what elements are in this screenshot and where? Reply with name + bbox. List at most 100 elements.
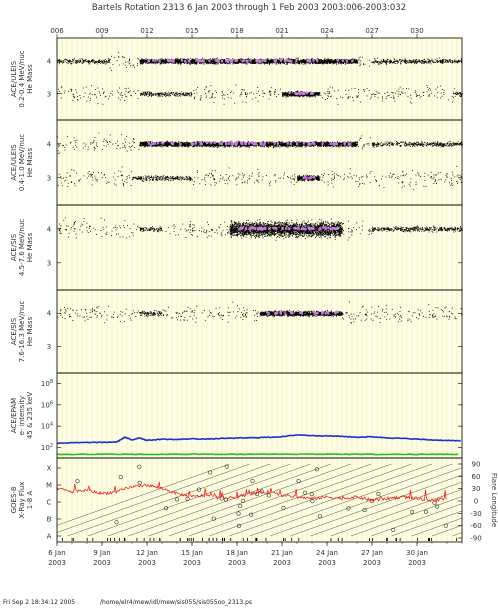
data-point [164, 95, 165, 96]
data-point [354, 61, 355, 62]
data-point [161, 62, 162, 63]
data-point [268, 62, 269, 63]
data-point [129, 60, 130, 61]
data-point [137, 58, 138, 59]
data-point [163, 59, 164, 60]
data-point [134, 67, 135, 68]
data-point [286, 93, 287, 94]
data-point [445, 59, 446, 60]
data-point [309, 94, 310, 95]
data-point [167, 93, 168, 94]
data-point [103, 63, 104, 64]
data-point [287, 62, 288, 63]
data-point [331, 59, 332, 60]
data-point [224, 99, 225, 100]
dense-point [181, 59, 183, 62]
data-point [138, 59, 139, 60]
data-point [395, 61, 396, 62]
data-point [78, 60, 79, 61]
data-point [328, 60, 329, 61]
data-point [187, 59, 188, 60]
data-point [234, 103, 235, 104]
data-point [267, 59, 268, 60]
data-point [242, 94, 243, 95]
data-point [226, 62, 227, 63]
data-point [227, 94, 228, 95]
data-point [104, 60, 105, 61]
data-point [421, 62, 422, 63]
data-point [155, 95, 156, 96]
data-point [78, 62, 79, 63]
data-point [412, 62, 413, 63]
data-point [326, 63, 327, 64]
data-point [75, 89, 76, 90]
data-point [278, 94, 279, 95]
data-point [94, 63, 95, 64]
data-point [133, 65, 134, 66]
data-point [413, 61, 414, 62]
data-point [125, 96, 126, 97]
data-point [63, 62, 64, 63]
data-point [79, 61, 80, 62]
data-point [303, 61, 304, 62]
data-point [220, 63, 221, 64]
dense-point [225, 60, 227, 63]
data-point [381, 63, 382, 64]
data-point [86, 87, 87, 88]
data-point [123, 63, 124, 64]
data-point [285, 92, 286, 93]
data-point [214, 62, 215, 63]
data-point [212, 93, 213, 94]
data-point [270, 95, 271, 96]
chart-title: Bartels Rotation 2313 6 Jan 2003 through… [92, 3, 406, 13]
data-point [74, 97, 75, 98]
data-point [449, 59, 450, 60]
data-point [291, 92, 292, 93]
data-point [352, 58, 353, 59]
data-point [246, 94, 247, 95]
data-point [428, 61, 429, 62]
data-point [242, 59, 243, 60]
data-point [149, 95, 150, 96]
data-point [110, 68, 111, 69]
data-point [288, 95, 289, 96]
data-point [269, 92, 270, 93]
data-point [232, 58, 233, 59]
data-point [216, 58, 217, 59]
data-point [288, 92, 289, 93]
data-point [328, 62, 329, 63]
data-point [166, 61, 167, 62]
data-point [423, 61, 424, 62]
data-point [245, 92, 246, 93]
data-point [100, 61, 101, 62]
data-point [140, 94, 141, 95]
data-point [240, 96, 241, 97]
top-axis-label: 009 [95, 27, 108, 35]
data-point [413, 59, 414, 60]
data-point [138, 98, 139, 99]
data-point [109, 62, 110, 63]
data-point [142, 94, 143, 95]
data-point [299, 62, 300, 63]
data-point [393, 62, 394, 63]
data-point [297, 91, 298, 92]
data-point [141, 61, 142, 62]
data-point [91, 60, 92, 61]
data-point [303, 59, 304, 60]
data-point [385, 60, 386, 61]
data-point [145, 62, 146, 63]
data-point [294, 63, 295, 64]
data-point [169, 93, 170, 94]
data-point [301, 63, 302, 64]
data-point [316, 62, 317, 63]
data-point [154, 62, 155, 63]
data-point [292, 95, 293, 96]
data-point [140, 95, 141, 96]
data-point [432, 61, 433, 62]
data-point [239, 61, 240, 62]
data-point [457, 62, 458, 63]
data-point [428, 63, 429, 64]
data-point [224, 60, 225, 61]
data-point [206, 62, 207, 63]
data-point [207, 62, 208, 63]
